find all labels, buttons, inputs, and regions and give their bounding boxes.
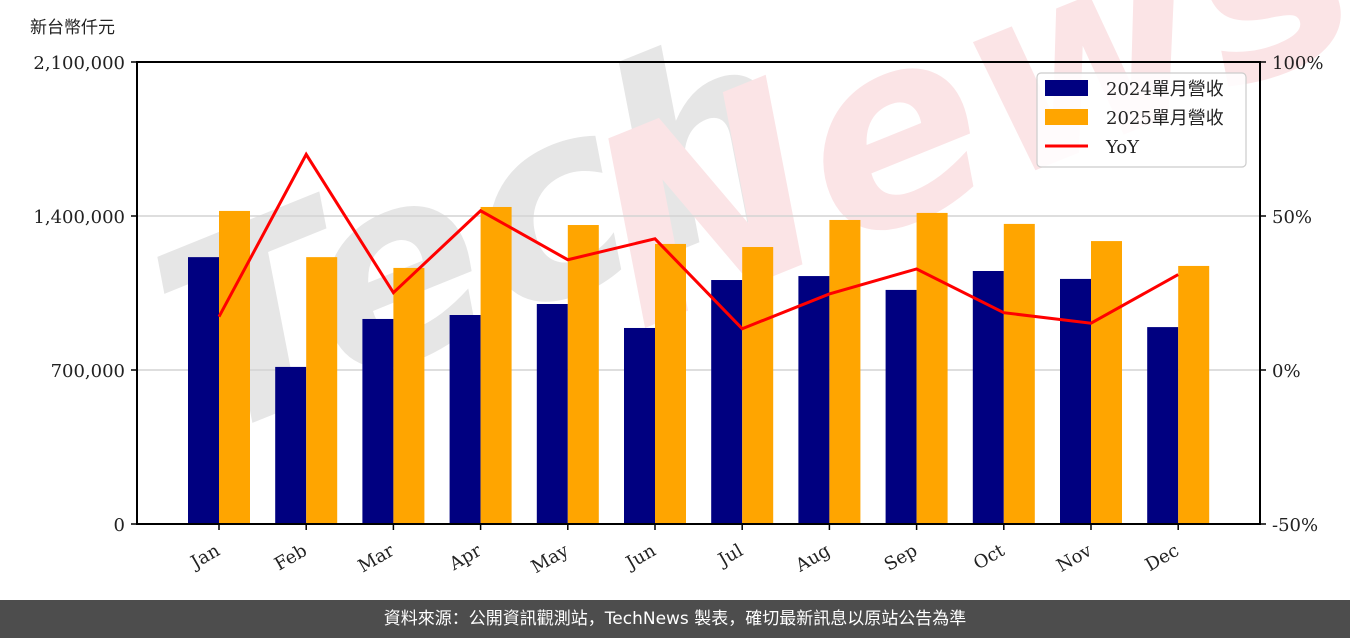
bar-2025-mar bbox=[393, 267, 425, 524]
x-tick-label: Oct bbox=[970, 540, 1009, 575]
bar-2025-may bbox=[567, 225, 599, 524]
x-tick-label: May bbox=[528, 540, 573, 578]
y-tick-label: 0 bbox=[114, 515, 125, 536]
source-footer: 資料來源：公開資訊觀測站，TechNews 製表，確切最新訊息以原站公告為準 bbox=[0, 600, 1350, 638]
bar-2024-jul bbox=[711, 280, 743, 524]
bar-2024-sep bbox=[885, 289, 917, 524]
legend-label: 2024單月營收 bbox=[1106, 79, 1224, 100]
yoy-line-series bbox=[217, 151, 1179, 331]
bar-2025-sep bbox=[916, 212, 948, 525]
yoy-line bbox=[217, 151, 1179, 331]
bar-2025-nov bbox=[1091, 241, 1122, 524]
x-tick-label: Nov bbox=[1053, 540, 1096, 577]
y-tick-label: 1,400,000 bbox=[33, 207, 125, 228]
x-tick-label: Feb bbox=[271, 540, 311, 575]
bar-2025-oct bbox=[1003, 223, 1035, 525]
bar-2024-jan bbox=[188, 257, 219, 524]
bar-2024-dec bbox=[1147, 327, 1179, 524]
x-tick-label: Apr bbox=[445, 540, 485, 575]
bar-series bbox=[188, 206, 1210, 525]
bar-2025-feb bbox=[306, 257, 338, 524]
x-tick-label: Aug bbox=[791, 540, 834, 577]
bar-2024-feb bbox=[275, 366, 307, 524]
bar-2024-jun bbox=[624, 327, 655, 524]
legend-box bbox=[1036, 72, 1247, 168]
legend: 2024單月營收 2025單月營收 YoY bbox=[1036, 72, 1247, 168]
y2-tick-label: -50% bbox=[1272, 515, 1318, 536]
x-tick-label: Jul bbox=[713, 540, 747, 572]
plot-frame bbox=[136, 61, 1261, 525]
bar-2024-may bbox=[536, 304, 568, 524]
y-tick-label: 700,000 bbox=[51, 361, 125, 382]
bar-2024-mar bbox=[362, 318, 394, 524]
bar-2025-dec bbox=[1178, 265, 1210, 524]
y-tick-label: 2,100,000 bbox=[33, 53, 125, 74]
bar-2024-aug bbox=[798, 276, 830, 524]
legend-label: YoY bbox=[1105, 137, 1140, 158]
bar-2025-jan bbox=[219, 210, 250, 524]
bar-2025-jun bbox=[655, 243, 686, 524]
legend-swatch-1 bbox=[1045, 80, 1088, 96]
y2-tick-label: 100% bbox=[1272, 53, 1323, 74]
x-tick-label: Mar bbox=[355, 540, 399, 577]
bar-2024-oct bbox=[972, 271, 1004, 524]
legend-label: 2025單月營收 bbox=[1106, 108, 1224, 129]
x-tick-label: Jan bbox=[186, 540, 224, 574]
bar-2025-aug bbox=[829, 219, 861, 524]
bar-2024-nov bbox=[1060, 278, 1091, 524]
bar-2025-jul bbox=[742, 247, 774, 524]
y2-tick-label: 50% bbox=[1272, 207, 1312, 228]
legend-swatch-2 bbox=[1045, 109, 1088, 125]
x-tick-label: Jun bbox=[621, 540, 660, 575]
bar-2024-apr bbox=[449, 315, 481, 524]
revenue-chart: Tech News 新台幣仟元 0700,0001,400,0002,100,0… bbox=[30, 0, 1350, 578]
bar-2025-apr bbox=[480, 206, 512, 525]
x-tick-label: Sep bbox=[881, 540, 921, 575]
y2-tick-label: 0% bbox=[1272, 361, 1301, 382]
y-axis-unit-label: 新台幣仟元 bbox=[30, 18, 115, 38]
x-tick-label: Dec bbox=[1142, 540, 1183, 576]
